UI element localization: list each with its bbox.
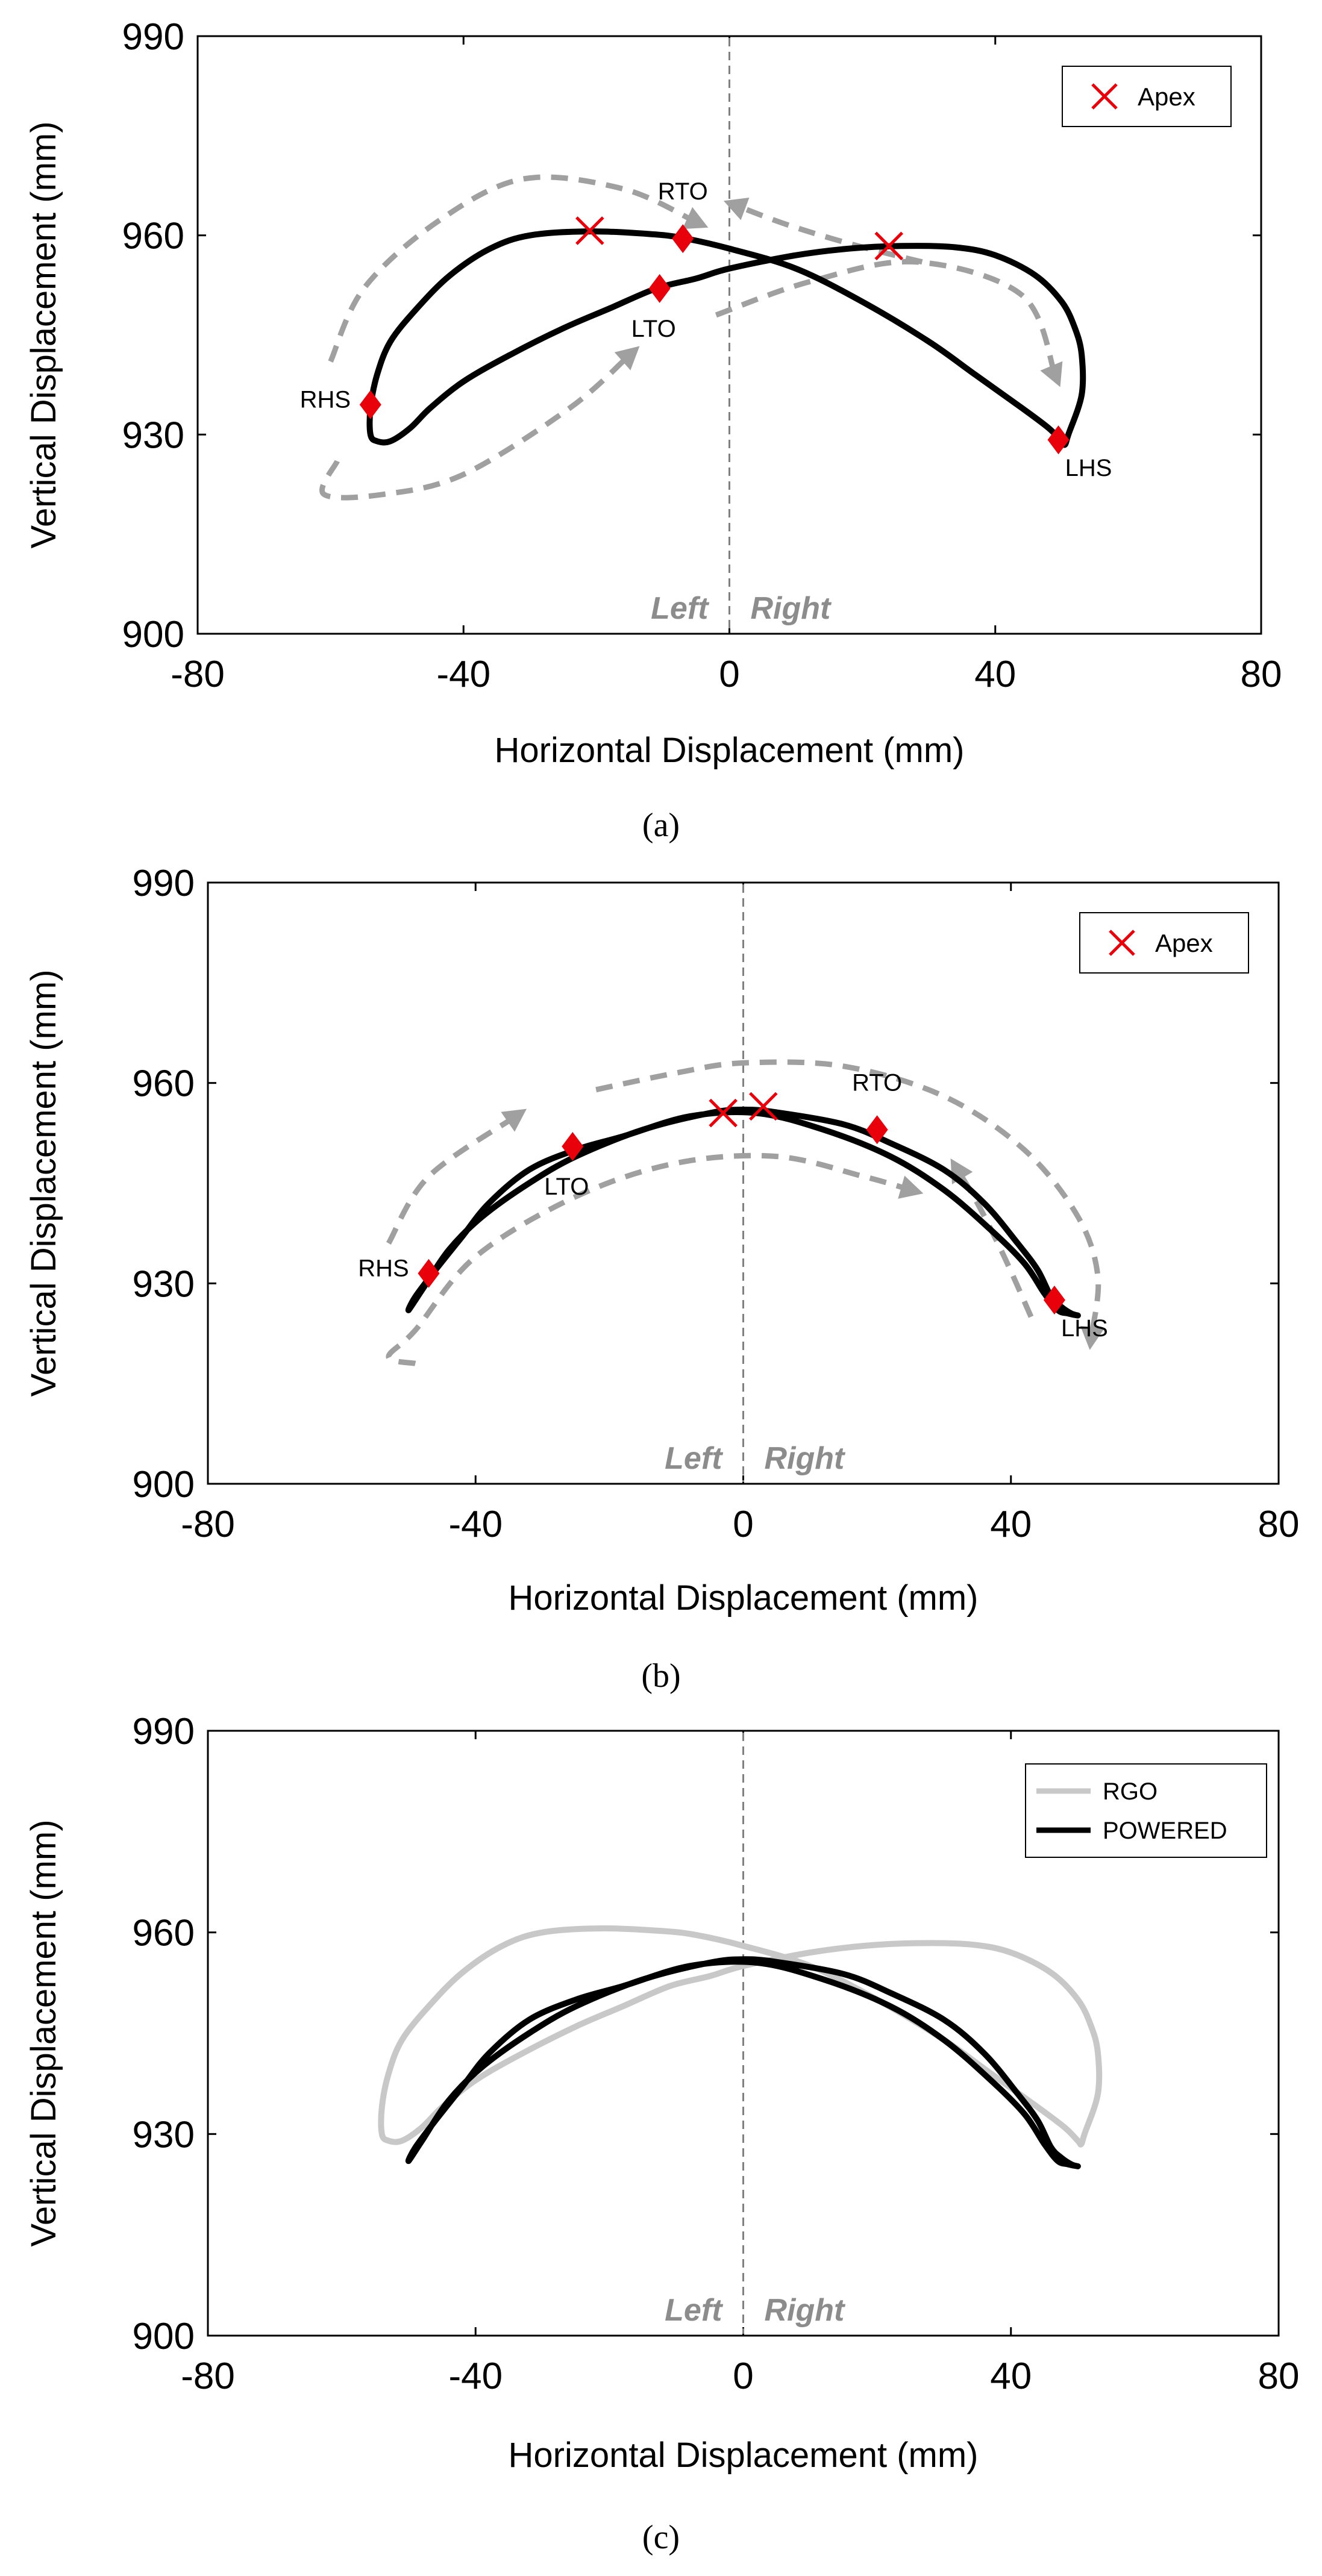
panel-caption: (b) [641, 1657, 680, 1695]
panel-caption: (a) [642, 807, 680, 844]
direction-arrow-1 [328, 174, 698, 363]
x-tick-label: -80 [171, 654, 225, 695]
event-label-rto: RTO [658, 178, 708, 205]
event-label-rto: RTO [852, 1069, 902, 1096]
left-side-label: Left [651, 591, 710, 626]
legend-label-rgo: RGO [1103, 1778, 1158, 1805]
legend-box [1062, 66, 1232, 127]
x-tick-label: 0 [733, 1504, 753, 1545]
event-marker-lhs [1047, 425, 1070, 455]
event-marker-lto [562, 1132, 584, 1161]
series-line-trajectory [366, 228, 1086, 448]
event-marker-lhs [1043, 1286, 1065, 1315]
chart-panel-a: -80 -40 0 40 80 900 930 960 990 Horizontal Displa… [24, 16, 1282, 844]
legend-box [1079, 912, 1249, 974]
right-side-label: Right [765, 1441, 847, 1476]
apex-marker-1 [709, 1098, 738, 1128]
chart-panel-c: -80 -40 0 40 80 900 930 960 990 Horizontal Displa… [24, 1711, 1299, 2556]
y-tick-label: 930 [133, 1263, 195, 1305]
direction-arrow-2 [319, 352, 632, 501]
x-tick-label: 0 [733, 2356, 753, 2397]
apex-marker-2 [749, 1092, 778, 1121]
event-label-rhs: RHS [358, 1255, 409, 1282]
y-axis-label: Vertical Displacement (mm) [24, 1819, 63, 2246]
event-label-lto: LTO [544, 1174, 589, 1200]
y-axis-label: Vertical Displacement (mm) [24, 969, 63, 1396]
event-marker-rto [672, 224, 694, 254]
y-tick-label: 900 [122, 614, 184, 655]
y-tick-label: 900 [133, 2316, 195, 2357]
left-side-label: Left [665, 1441, 724, 1476]
direction-arrowhead-2 [614, 346, 640, 370]
x-tick-label: 80 [1258, 1504, 1300, 1545]
direction-arrow-3 [595, 1059, 1101, 1337]
left-side-label: Left [665, 2293, 724, 2328]
apex-marker-2 [874, 231, 904, 261]
x-tick-label: 40 [974, 654, 1016, 695]
event-marker-rto [866, 1115, 888, 1145]
panel-caption: (c) [642, 2519, 680, 2556]
x-tick-label: -40 [448, 2356, 503, 2397]
x-axis-label: Horizontal Displacement (mm) [495, 731, 965, 770]
x-tick-label: -80 [181, 1504, 235, 1545]
direction-arrow-2 [386, 1152, 912, 1366]
legend-label-apex: Apex [1138, 83, 1195, 111]
event-label-lhs: LHS [1065, 455, 1112, 481]
x-tick-label: 40 [990, 2356, 1032, 2397]
chart-panel-b: -80 -40 0 40 80 900 930 960 990 Horizontal Displa… [24, 863, 1299, 1695]
y-tick-label: 990 [122, 16, 184, 58]
x-tick-label: -40 [448, 1504, 503, 1545]
right-side-label: Right [765, 2293, 847, 2328]
event-marker-lto [648, 274, 671, 303]
x-axis-label: Horizontal Displacement (mm) [509, 1578, 979, 1618]
direction-arrowhead-1 [501, 1108, 527, 1132]
y-tick-label: 930 [122, 414, 184, 456]
event-marker-rhs [418, 1258, 440, 1288]
x-tick-label: -40 [436, 654, 490, 695]
right-side-label: Right [751, 591, 833, 626]
event-label-lto: LTO [631, 316, 676, 342]
y-tick-label: 930 [133, 2114, 195, 2156]
legend-label-powered: POWERED [1103, 1818, 1227, 1844]
direction-arrowhead-3 [1080, 1325, 1104, 1350]
direction-arrowhead-2 [898, 1175, 924, 1199]
x-tick-label: 80 [1241, 654, 1282, 695]
x-tick-label: 40 [990, 1504, 1032, 1545]
x-axis-label: Horizontal Displacement (mm) [509, 2436, 979, 2475]
direction-arrowhead-3 [1040, 361, 1063, 387]
event-label-rhs: RHS [300, 387, 351, 413]
x-tick-label: 80 [1258, 2356, 1300, 2397]
series-line-powered [405, 1956, 1081, 2169]
y-tick-label: 960 [122, 216, 184, 257]
x-tick-label: -80 [181, 2356, 235, 2397]
legend-label-apex: Apex [1155, 929, 1213, 957]
event-label-lhs: LHS [1061, 1315, 1108, 1342]
y-tick-label: 990 [133, 863, 195, 904]
direction-arrowhead-1 [682, 207, 709, 230]
y-tick-label: 960 [133, 1063, 195, 1105]
y-tick-label: 900 [133, 1464, 195, 1505]
direction-arrowhead-4 [723, 197, 750, 220]
direction-arrow-4 [735, 202, 923, 265]
event-marker-rhs [359, 390, 381, 419]
legend-apex-symbol [1091, 83, 1118, 110]
y-axis-label: Vertical Displacement (mm) [24, 121, 63, 548]
x-tick-label: 0 [719, 654, 739, 695]
series-line-trajectory [405, 1106, 1081, 1319]
direction-arrow-1 [386, 1114, 518, 1245]
apex-marker-1 [575, 216, 604, 245]
legend-apex-symbol [1109, 930, 1135, 956]
legend-box [1025, 1763, 1267, 1858]
y-tick-label: 960 [133, 1913, 195, 1954]
series-line-rgo [378, 1925, 1103, 2148]
y-tick-label: 990 [133, 1711, 195, 1752]
